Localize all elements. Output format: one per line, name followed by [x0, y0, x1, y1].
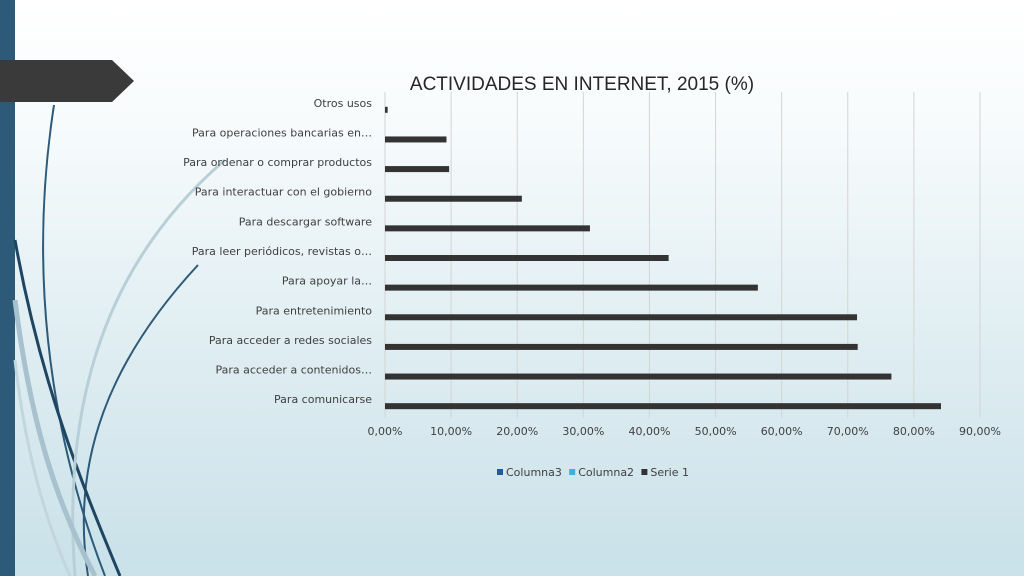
x-tick-label: 0,00% [368, 425, 403, 438]
legend-swatch [569, 469, 576, 475]
legend: Columna3 Columna2 Serie 1 [497, 466, 689, 479]
category-label: Para leer periódicos, revistas o… [192, 245, 372, 258]
legend-swatch [641, 469, 648, 475]
category-label: Para entretenimiento [256, 304, 373, 317]
bar [385, 284, 758, 291]
x-tick-label: 50,00% [695, 425, 737, 438]
category-label: Para operaciones bancarias en… [192, 126, 372, 139]
legend-entry-label: Serie 1 [650, 466, 689, 479]
bar [385, 373, 892, 380]
decorative-curve-6 [13, 359, 72, 576]
category-label: Para interactuar con el gobierno [195, 186, 372, 199]
category-label: Otros usos [314, 97, 373, 110]
category-label: Para acceder a redes sociales [209, 334, 372, 347]
x-tick-label: 10,00% [430, 425, 472, 438]
category-label: Para apoyar la… [282, 275, 372, 288]
x-tick-label: 80,00% [893, 425, 935, 438]
bar [385, 225, 590, 232]
decorative-curve-4 [71, 158, 226, 576]
x-axis-tick-labels: 0,00% 10,00% 20,00% 30,00% 40,00% 50,00% 60,00… [368, 425, 1001, 438]
chart-title: ACTIVIDADES EN INTERNET, 2015 (%) [410, 74, 754, 95]
category-labels: Para comunicarse Para acceder a contenido… [183, 97, 372, 406]
x-tick-label: 60,00% [761, 425, 803, 438]
decorative-curve-2 [82, 264, 199, 576]
bar [385, 166, 450, 173]
decorative-curve-3 [13, 239, 122, 576]
bar [385, 314, 858, 321]
decorative-curve-1 [42, 104, 106, 576]
bars [385, 106, 941, 410]
title-arrow-shape [0, 60, 134, 102]
legend-entry-label: Columna3 [506, 466, 562, 479]
x-tick-label: 40,00% [628, 425, 670, 438]
bar [385, 136, 447, 143]
category-label: Para ordenar o comprar productos [183, 156, 372, 169]
x-tick-label: 70,00% [827, 425, 869, 438]
decorative-curve-5 [12, 299, 98, 576]
x-tick-label: 30,00% [562, 425, 604, 438]
x-tick-label: 20,00% [496, 425, 538, 438]
bar [385, 343, 858, 350]
x-tick-label: 90,00% [959, 425, 1001, 438]
bar [385, 255, 669, 261]
category-label: Para descargar software [239, 215, 372, 228]
bar [385, 403, 941, 410]
bar [385, 195, 522, 202]
legend-swatch [497, 469, 503, 475]
bar [385, 106, 388, 113]
category-label: Para comunicarse [274, 393, 372, 406]
category-label: Para acceder a contenidos… [215, 364, 372, 377]
left-edge-bar [0, 0, 15, 576]
legend-entry-label: Columna2 [578, 466, 634, 479]
